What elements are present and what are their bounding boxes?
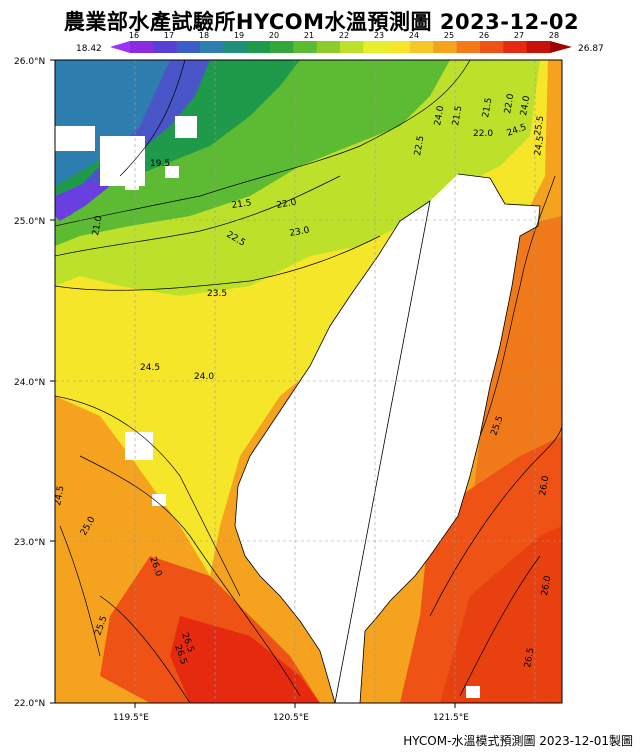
- colorbar-cell: [223, 41, 248, 53]
- contour-label: 24.5: [53, 485, 66, 506]
- colorbar-min-label: 18.42: [76, 44, 102, 54]
- colorbar-cell: [526, 41, 551, 53]
- isotherm-line: [55, 235, 381, 291]
- colorbar-min-arrow: [110, 41, 130, 53]
- colorbar-cell: [200, 41, 224, 53]
- colorbar-cell: [130, 41, 154, 53]
- lat-label-23: 23.0°N: [14, 538, 45, 548]
- isotherm-line: [119, 60, 186, 177]
- colorbar-cell: [456, 41, 481, 53]
- contour-label: 22.0: [276, 198, 298, 211]
- mainland-coast-fragment: [55, 126, 95, 151]
- colorbar-tick-label: 20: [269, 31, 279, 40]
- colorbar-tick-label: 26: [479, 31, 489, 40]
- map-title: 農業部水產試驗所HYCOM水溫預測圖 2023-12-02: [63, 10, 580, 34]
- contour-label: 23.5: [207, 289, 227, 299]
- contour-label: 24.0: [519, 95, 532, 117]
- isotherm-line: [55, 395, 241, 597]
- map-area: 21.5 22.0 21.5 22.0 22.5 23.0 23.5 24.0 …: [53, 60, 618, 703]
- contour-label: 25.5: [605, 625, 618, 646]
- colorbar-tick-label: 22: [339, 31, 349, 40]
- island-fragment-4: [152, 494, 166, 506]
- colorbar-tick-label: 16: [129, 31, 139, 40]
- contour-label: 22.5: [413, 135, 426, 156]
- lat-label-25: 25.0°N: [14, 217, 45, 227]
- isotherm-line: [59, 525, 101, 657]
- contour-label: 26.0: [540, 575, 553, 597]
- graticule: [55, 60, 562, 703]
- contour-label: 26.0: [567, 215, 580, 237]
- isotherm-line: [459, 555, 541, 697]
- lat-label-22: 22.0°N: [14, 699, 45, 709]
- contour-label: 21.0: [91, 215, 104, 237]
- taiwan-land: [235, 174, 540, 703]
- island-fragment: [175, 116, 197, 138]
- colorbar-cell: [246, 41, 271, 53]
- lat-label-26: 26.0°N: [14, 57, 45, 67]
- colorbar-tick-label: 24: [409, 31, 419, 40]
- isotherm-line: [55, 60, 471, 227]
- colorbar-cell: [176, 41, 201, 53]
- island-fragment-2: [125, 176, 139, 190]
- colorbar-tick-label: 28: [549, 31, 559, 40]
- colorbar-tick-label: 23: [374, 31, 384, 40]
- colorbar-cell: [270, 41, 294, 53]
- colorbar-cell: [153, 41, 178, 53]
- lon-label-121_5: 121.5°E: [433, 713, 469, 723]
- colorbar-tick-label: 27: [514, 31, 524, 40]
- sst-band-26_5: [170, 616, 320, 703]
- contour-label: 26.0: [538, 475, 551, 497]
- contour-label: 25.5: [533, 115, 546, 136]
- axis-ticks: [50, 59, 456, 708]
- contour-label: 23.0: [289, 226, 311, 239]
- contour-label: 21.5: [231, 198, 252, 211]
- isotherm-lines: [55, 60, 562, 703]
- taiwan-coastline: [234, 173, 541, 703]
- contour-label: 24.5: [140, 363, 160, 373]
- colorbar-tick-label: 25: [444, 31, 454, 40]
- lat-label-24: 24.0°N: [14, 378, 45, 388]
- isotherm-line: [79, 455, 301, 697]
- colorbar-cell: [363, 41, 388, 53]
- colorbar: 16 17 18 19 20 21 22 23 24 25 26 27 28 18.42 26.87: [0, 30, 643, 60]
- contour-label: 24.0: [433, 105, 446, 127]
- contour-labels: 21.5 22.0 21.5 22.0 22.5 23.0 23.5 24.0 …: [53, 93, 618, 669]
- colorbar-cell: [293, 41, 318, 53]
- colorbar-cell: [316, 41, 341, 53]
- penghu-islands: [125, 432, 153, 460]
- colorbar-cell: [503, 41, 528, 53]
- isotherm-line: [55, 175, 341, 257]
- sst-band-18_5: [55, 181, 110, 221]
- colorbar-cell: [340, 41, 364, 53]
- colorbar-tick-label: 18: [199, 31, 209, 40]
- contour-label: 21.5: [451, 105, 464, 126]
- contour-label: 19.5: [150, 159, 170, 169]
- colorbar-max-label: 26.87: [578, 44, 604, 54]
- colorbar-tick-label: 21: [304, 31, 314, 40]
- colorbar-tick-label: 19: [234, 31, 244, 40]
- sst-map: 21.5 22.0 21.5 22.0 22.5 23.0 23.5 24.0 …: [14, 57, 618, 723]
- contour-label: 22.0: [473, 129, 493, 139]
- lon-label-119_5: 119.5°E: [113, 713, 149, 723]
- contour-label: 26.5: [523, 647, 536, 668]
- isotherm-line: [429, 425, 562, 617]
- colorbar-cell: [386, 41, 411, 53]
- isotherm-line: [479, 175, 556, 437]
- island-fragment-3: [165, 166, 179, 178]
- contour-label: 22.0: [503, 93, 516, 115]
- colorbar-tick-label: 17: [164, 31, 174, 40]
- colorbar-cell: [433, 41, 458, 53]
- contour-label: 24.5: [533, 135, 546, 156]
- contour-label: 24.0: [194, 372, 214, 382]
- footer-credit: HYCOM-水溫模式預測圖 2023-12-01製圖: [403, 734, 633, 748]
- lon-label-120_5: 120.5°E: [273, 713, 309, 723]
- colorbar-svg: 16 17 18 19 20 21 22 23 24 25 26 27 28 18.42 26.87: [76, 31, 604, 54]
- contour-label: 21.5: [481, 97, 494, 118]
- colorbar-cell: [410, 41, 434, 53]
- colorbar-cell: [480, 41, 504, 53]
- isotherm-line: [99, 595, 191, 703]
- colorbar-max-arrow: [550, 41, 572, 53]
- sst-band-26_5-east: [440, 526, 562, 703]
- island-fragment-5: [466, 686, 480, 698]
